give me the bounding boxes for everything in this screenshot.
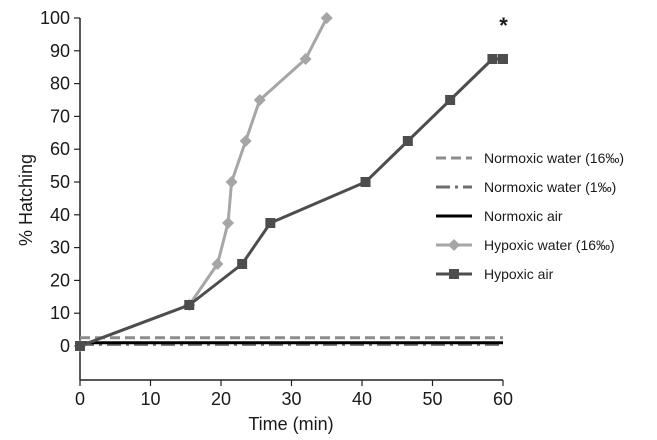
data-point-hypoxic-water-16 <box>222 217 235 229</box>
y-tick-label: 0 <box>60 336 70 356</box>
legend-label-normoxic-water-1: Normoxic water (1‰) <box>484 179 616 195</box>
y-ticks: 0 10 20 30 40 50 60 70 80 90 100 <box>40 8 80 356</box>
y-tick-label: 10 <box>50 303 70 323</box>
y-tick-label: 80 <box>50 74 70 94</box>
legend-marker-hypoxic-air <box>449 269 459 279</box>
legend: Normoxic water (16‰) Normoxic water (1‰) N… <box>436 150 624 282</box>
x-tick-label: 0 <box>75 389 85 409</box>
y-tick-label: 50 <box>50 172 70 192</box>
series-group <box>74 12 508 352</box>
data-point-hypoxic-air <box>75 341 85 351</box>
series-line-hypoxic-water-16 <box>79 17 329 348</box>
legend-marker-hypoxic-water-16 <box>448 239 460 251</box>
data-point-hypoxic-air <box>184 300 195 310</box>
data-point-hypoxic-water-16 <box>239 135 252 147</box>
x-tick-label: 30 <box>281 389 301 409</box>
series-hypoxic-water-16 <box>74 12 333 352</box>
y-tick-label: 100 <box>40 8 70 28</box>
data-point-hypoxic-water-16 <box>320 12 333 24</box>
x-tick-label: 40 <box>352 389 372 409</box>
data-point-hypoxic-air <box>402 136 413 146</box>
y-tick-label: 20 <box>50 270 70 290</box>
x-tick-label: 50 <box>422 389 442 409</box>
legend-label-normoxic-water-16: Normoxic water (16‰) <box>484 150 624 166</box>
significance-marker: * <box>499 13 508 38</box>
data-point-hypoxic-air <box>237 259 248 269</box>
data-point-hypoxic-water-16 <box>253 94 266 106</box>
data-point-hypoxic-air <box>487 54 498 64</box>
series-line-hypoxic-air <box>79 57 503 348</box>
annotations: * <box>499 13 508 38</box>
x-tick-label: 60 <box>493 389 513 409</box>
data-point-hypoxic-air <box>445 95 456 105</box>
data-point-hypoxic-air <box>265 218 276 228</box>
x-tick-label: 10 <box>140 389 160 409</box>
y-tick-label: 60 <box>50 139 70 159</box>
data-point-hypoxic-air <box>360 177 371 187</box>
data-point-hypoxic-water-16 <box>299 53 312 65</box>
data-point-hypoxic-water-16 <box>211 258 224 270</box>
x-axis-title: Time (min) <box>248 414 333 434</box>
y-tick-label: 90 <box>50 41 70 61</box>
data-point-hypoxic-air <box>498 54 508 64</box>
y-tick-label: 40 <box>50 205 70 225</box>
legend-label-hypoxic-air: Hypoxic air <box>484 266 554 282</box>
legend-label-hypoxic-water-16: Hypoxic water (16‰) <box>484 237 615 253</box>
y-tick-label: 70 <box>50 106 70 126</box>
y-tick-label: 30 <box>50 238 70 258</box>
x-ticks: 0 10 20 30 40 50 60 <box>75 380 513 409</box>
y-axis-title: % Hatching <box>16 154 36 246</box>
series-hypoxic-air <box>75 54 508 351</box>
data-point-hypoxic-water-16 <box>225 176 238 188</box>
legend-label-normoxic-air: Normoxic air <box>484 208 563 224</box>
x-tick-label: 20 <box>211 389 231 409</box>
